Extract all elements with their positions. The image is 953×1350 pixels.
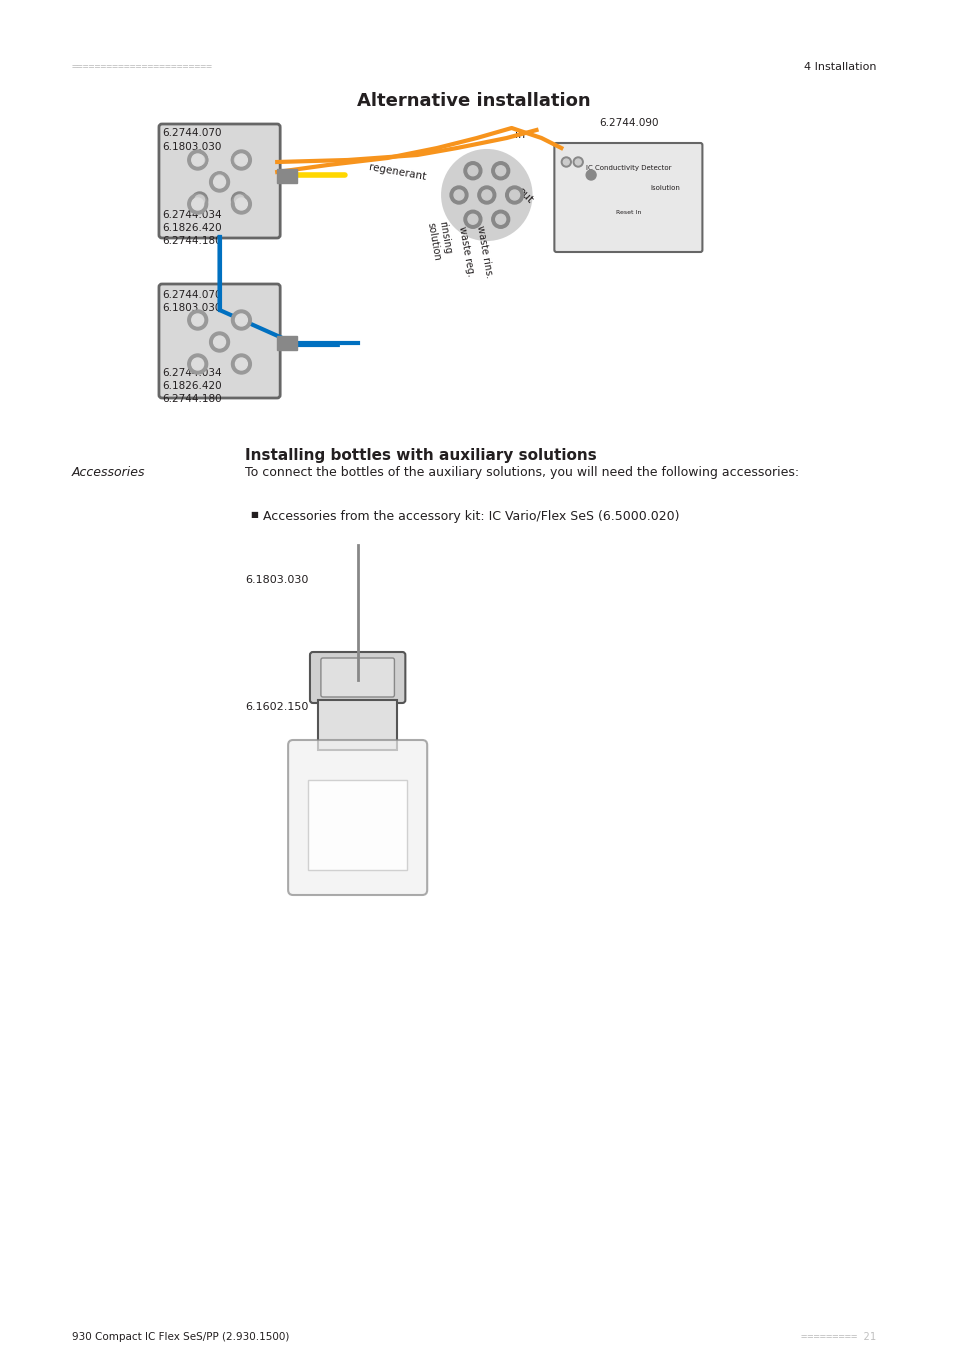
- Circle shape: [188, 194, 208, 215]
- Text: 6.2744.034: 6.2744.034: [162, 211, 221, 220]
- Text: out: out: [514, 185, 534, 205]
- Text: 6.2744.034: 6.2744.034: [162, 369, 221, 378]
- Circle shape: [454, 190, 463, 200]
- Text: 6.2744.070: 6.2744.070: [162, 290, 221, 300]
- Circle shape: [210, 332, 230, 352]
- Circle shape: [234, 194, 244, 205]
- Circle shape: [188, 310, 208, 329]
- Circle shape: [560, 157, 571, 167]
- Text: waste rins.: waste rins.: [475, 225, 494, 279]
- Text: To connect the bottles of the auxiliary solutions, you will need the following a: To connect the bottles of the auxiliary …: [245, 466, 799, 479]
- Circle shape: [235, 358, 247, 370]
- Circle shape: [212, 171, 227, 188]
- Text: Accessories from the accessory kit: IC Vario/Flex SeS (6.5000.020): Accessories from the accessory kit: IC V…: [263, 510, 679, 522]
- Text: 4 Installation: 4 Installation: [803, 62, 876, 72]
- Text: 6.2744.180: 6.2744.180: [162, 236, 221, 246]
- Circle shape: [192, 315, 203, 325]
- Text: 6.2744.090: 6.2744.090: [598, 117, 658, 128]
- FancyBboxPatch shape: [160, 126, 279, 235]
- Circle shape: [468, 215, 477, 224]
- Circle shape: [463, 162, 481, 180]
- Circle shape: [235, 315, 247, 325]
- Circle shape: [192, 154, 203, 166]
- Text: regenerant: regenerant: [367, 162, 426, 182]
- Circle shape: [213, 336, 225, 348]
- Text: 930 Compact IC Flex SeS/PP (2.930.1500): 930 Compact IC Flex SeS/PP (2.930.1500): [71, 1332, 289, 1342]
- FancyBboxPatch shape: [310, 652, 405, 703]
- Circle shape: [441, 150, 531, 240]
- Circle shape: [477, 186, 496, 204]
- Circle shape: [491, 211, 509, 228]
- Text: Reset In: Reset In: [616, 211, 641, 215]
- Text: Installing bottles with auxiliary solutions: Installing bottles with auxiliary soluti…: [245, 448, 597, 463]
- Bar: [277, 169, 296, 184]
- Text: in: in: [514, 130, 524, 140]
- Circle shape: [234, 155, 244, 165]
- Circle shape: [232, 310, 251, 329]
- Circle shape: [496, 215, 505, 224]
- Circle shape: [235, 154, 247, 166]
- Circle shape: [505, 186, 523, 204]
- Circle shape: [562, 159, 569, 165]
- Text: ========= 21: ========= 21: [801, 1332, 876, 1342]
- Text: Isolution: Isolution: [650, 185, 679, 190]
- Circle shape: [481, 190, 491, 200]
- Text: 6.1803.030: 6.1803.030: [245, 575, 309, 585]
- Text: 6.2744.180: 6.2744.180: [162, 394, 221, 404]
- Circle shape: [232, 192, 247, 208]
- Text: rinsing
solution: rinsing solution: [425, 220, 453, 262]
- Text: 6.1803.030: 6.1803.030: [162, 142, 221, 153]
- Circle shape: [463, 211, 481, 228]
- Circle shape: [188, 150, 208, 170]
- Circle shape: [491, 162, 509, 180]
- FancyBboxPatch shape: [288, 740, 427, 895]
- FancyBboxPatch shape: [320, 657, 394, 697]
- Circle shape: [573, 157, 582, 167]
- Circle shape: [192, 153, 208, 167]
- Bar: [308, 780, 407, 869]
- Circle shape: [509, 190, 519, 200]
- Circle shape: [188, 354, 208, 374]
- Text: Accessories: Accessories: [71, 466, 145, 479]
- Circle shape: [450, 186, 468, 204]
- Circle shape: [210, 171, 230, 192]
- Circle shape: [468, 166, 477, 176]
- Text: 6.1602.150: 6.1602.150: [245, 702, 309, 711]
- Text: 6.1826.420: 6.1826.420: [162, 223, 221, 234]
- Circle shape: [232, 150, 251, 170]
- Text: waste reg.: waste reg.: [456, 225, 476, 277]
- Circle shape: [194, 155, 205, 165]
- Text: ========================: ========================: [71, 62, 213, 72]
- Circle shape: [232, 354, 251, 374]
- Text: 6.2744.070: 6.2744.070: [162, 128, 221, 138]
- FancyBboxPatch shape: [159, 284, 280, 398]
- Circle shape: [496, 166, 505, 176]
- Circle shape: [232, 153, 247, 167]
- Circle shape: [213, 176, 225, 188]
- Circle shape: [214, 176, 224, 185]
- Circle shape: [192, 358, 203, 370]
- Circle shape: [194, 194, 205, 205]
- Text: 6.1803.030: 6.1803.030: [162, 302, 221, 313]
- Circle shape: [585, 170, 596, 180]
- Text: ■: ■: [250, 510, 258, 518]
- Text: Alternative installation: Alternative installation: [356, 92, 590, 109]
- Circle shape: [575, 159, 580, 165]
- Text: IC Conductivity Detector: IC Conductivity Detector: [585, 165, 671, 171]
- Circle shape: [232, 194, 251, 215]
- Circle shape: [235, 198, 247, 211]
- Text: 6.1826.420: 6.1826.420: [162, 381, 221, 392]
- Bar: [317, 701, 397, 751]
- Circle shape: [192, 192, 208, 208]
- Bar: [277, 336, 296, 350]
- FancyBboxPatch shape: [159, 124, 280, 238]
- FancyBboxPatch shape: [554, 143, 701, 252]
- Circle shape: [192, 198, 203, 211]
